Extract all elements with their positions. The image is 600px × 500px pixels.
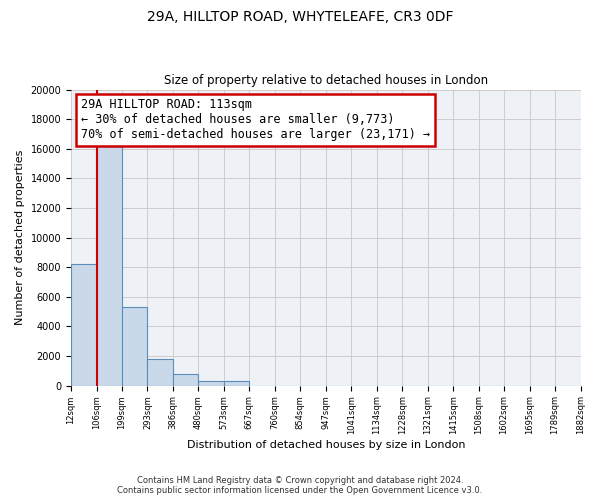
Text: Contains HM Land Registry data © Crown copyright and database right 2024.
Contai: Contains HM Land Registry data © Crown c… (118, 476, 482, 495)
Bar (71, 264, 97, 386)
Bar (199, 381, 224, 386)
Bar (173, 374, 199, 386)
Bar (97, 140, 122, 386)
Bar (122, 307, 148, 386)
Text: 29A HILLTOP ROAD: 113sqm
← 30% of detached houses are smaller (9,773)
70% of sem: 29A HILLTOP ROAD: 113sqm ← 30% of detach… (81, 98, 430, 142)
Text: 29A, HILLTOP ROAD, WHYTELEAFE, CR3 0DF: 29A, HILLTOP ROAD, WHYTELEAFE, CR3 0DF (147, 10, 453, 24)
X-axis label: Distribution of detached houses by size in London: Distribution of detached houses by size … (187, 440, 465, 450)
Bar (224, 381, 250, 386)
Title: Size of property relative to detached houses in London: Size of property relative to detached ho… (164, 74, 488, 87)
Y-axis label: Number of detached properties: Number of detached properties (15, 150, 25, 326)
Bar (148, 359, 173, 386)
